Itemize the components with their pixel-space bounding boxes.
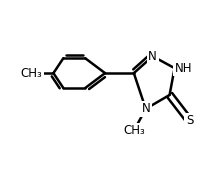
Text: S: S: [186, 114, 193, 127]
Text: CH₃: CH₃: [123, 124, 145, 137]
Text: CH₃: CH₃: [21, 67, 42, 80]
Text: N: N: [148, 50, 157, 63]
Text: NH: NH: [174, 62, 192, 75]
Text: N: N: [141, 102, 150, 115]
